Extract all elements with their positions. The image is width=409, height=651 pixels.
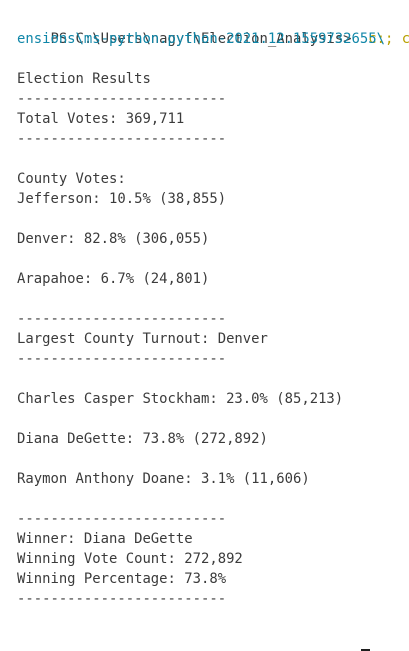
results-header: Election Results — [17, 71, 151, 87]
candidate-result: Diana DeGette: 73.8% (272,892) — [17, 431, 268, 447]
command-path-continuation: ensions\ms-python.python-2021.12.1559732… — [17, 31, 385, 47]
county-result: Arapahoe: 6.7% (24,801) — [17, 271, 210, 287]
divider: ------------------------- — [17, 131, 227, 147]
command-text-continued: ; cd — [385, 31, 409, 47]
divider: ------------------------- — [17, 91, 227, 107]
winning-percentage: Winning Percentage: 73.8% — [17, 571, 227, 587]
command-text: c: — [368, 31, 385, 47]
candidate-result: Raymon Anthony Doane: 3.1% (11,606) — [17, 471, 310, 487]
divider: ------------------------- — [17, 591, 227, 607]
final-prompt-line[interactable]: PS C:\Users\nagyf\Election_Analysis> — [17, 629, 370, 651]
county-votes-label: County Votes: — [17, 171, 126, 187]
largest-county-turnout: Largest County Turnout: Denver — [17, 331, 268, 347]
prompt-text: PS C:\Users\nagyf\Election_Analysis> — [50, 31, 352, 47]
divider: ------------------------- — [17, 351, 227, 367]
divider: ------------------------- — [17, 511, 227, 527]
winning-vote-count: Winning Vote Count: 272,892 — [17, 551, 243, 567]
candidate-result: Charles Casper Stockham: 23.0% (85,213) — [17, 391, 344, 407]
county-result: Jefferson: 10.5% (38,855) — [17, 191, 227, 207]
command-prompt-line: PS C:\Users\nagyf\Election_Analysis> c:;… — [17, 9, 409, 47]
divider: ------------------------- — [17, 311, 227, 327]
text-cursor — [360, 649, 370, 651]
total-votes: Total Votes: 369,711 — [17, 111, 185, 127]
winner: Winner: Diana DeGette — [17, 531, 193, 547]
county-result: Denver: 82.8% (306,055) — [17, 231, 210, 247]
